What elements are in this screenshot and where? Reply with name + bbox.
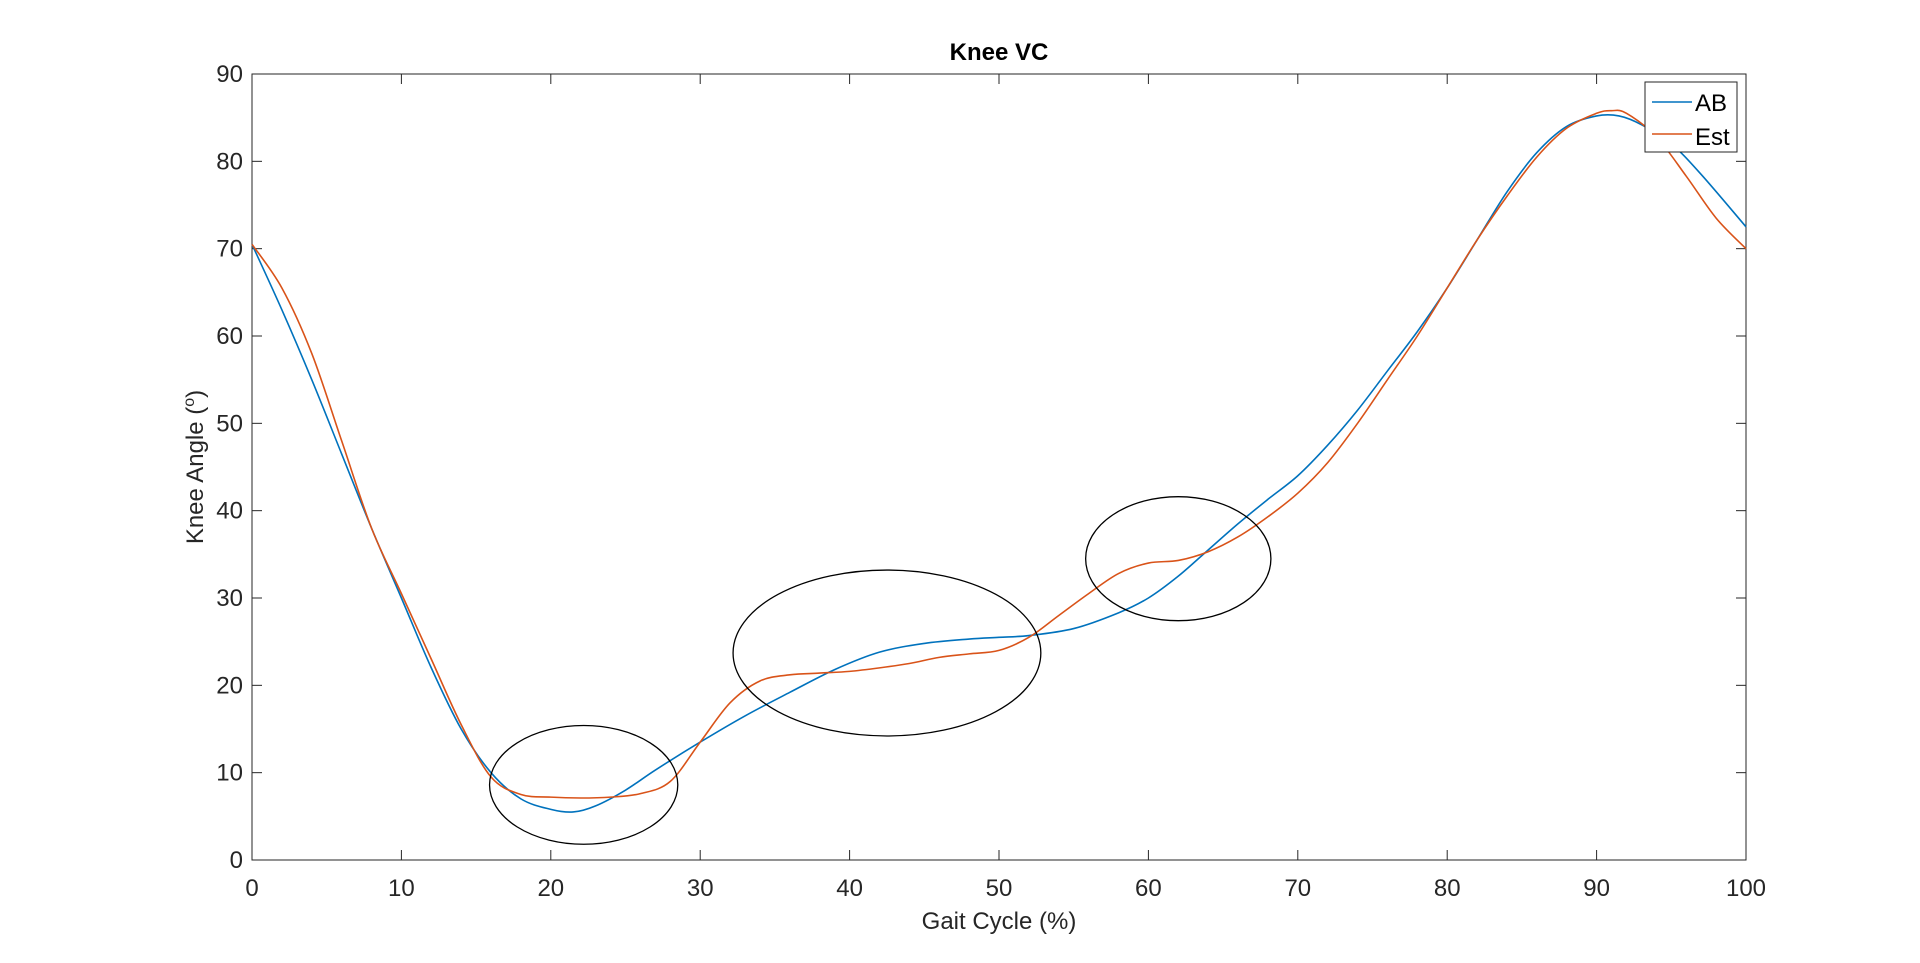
x-tick-label: 70 bbox=[1284, 875, 1311, 902]
x-tick-label: 100 bbox=[1726, 875, 1766, 902]
y-tick-label: 70 bbox=[216, 236, 243, 263]
x-axis-label: Gait Cycle (%) bbox=[922, 908, 1077, 935]
series-lines bbox=[251, 109, 1747, 813]
legend-label-est: Est bbox=[1695, 124, 1730, 151]
y-tick-label: 60 bbox=[216, 323, 243, 350]
y-tick-label: 50 bbox=[216, 410, 243, 437]
annotation-ellipse bbox=[732, 569, 1042, 737]
plot-area bbox=[251, 73, 1747, 861]
axis-ticks bbox=[251, 73, 1747, 861]
axis-tick-labels: 0 10 20 30 40 50 60 70 80 90 100 0 10 20 30 40 50 60 70 80 9… bbox=[216, 61, 1766, 902]
y-axis-label: Knee Angle (o) bbox=[181, 390, 209, 544]
x-tick-label: 40 bbox=[836, 875, 863, 902]
y-tick-label: 20 bbox=[216, 672, 243, 699]
legend: AB Est bbox=[1644, 81, 1738, 153]
x-tick-label: 50 bbox=[986, 875, 1013, 902]
y-tick-label: 40 bbox=[216, 498, 243, 525]
series-line-ab bbox=[251, 113, 1747, 813]
y-tick-label: 10 bbox=[216, 760, 243, 787]
legend-box bbox=[1644, 81, 1738, 153]
series-line-est bbox=[251, 109, 1747, 799]
annotation-ellipse bbox=[1085, 496, 1272, 622]
x-tick-label: 90 bbox=[1583, 875, 1610, 902]
annotation-ellipse bbox=[488, 724, 679, 845]
x-tick-label: 20 bbox=[537, 875, 564, 902]
y-tick-label: 30 bbox=[216, 585, 243, 612]
chart-title: Knee VC bbox=[950, 39, 1049, 66]
annotation-ellipses bbox=[488, 496, 1272, 845]
x-tick-label: 0 bbox=[245, 875, 258, 902]
x-tick-label: 30 bbox=[687, 875, 714, 902]
legend-label-ab: AB bbox=[1695, 90, 1727, 117]
y-tick-label: 0 bbox=[230, 847, 243, 874]
y-tick-label: 80 bbox=[216, 148, 243, 175]
y-axis-label-suffix: ) bbox=[182, 390, 209, 398]
x-tick-label: 80 bbox=[1434, 875, 1461, 902]
y-axis-label-prefix: Knee Angle ( bbox=[182, 407, 209, 544]
y-tick-label: 90 bbox=[216, 61, 243, 88]
x-tick-label: 10 bbox=[388, 875, 415, 902]
y-axis-label-degree: o bbox=[181, 398, 198, 407]
x-tick-label: 60 bbox=[1135, 875, 1162, 902]
